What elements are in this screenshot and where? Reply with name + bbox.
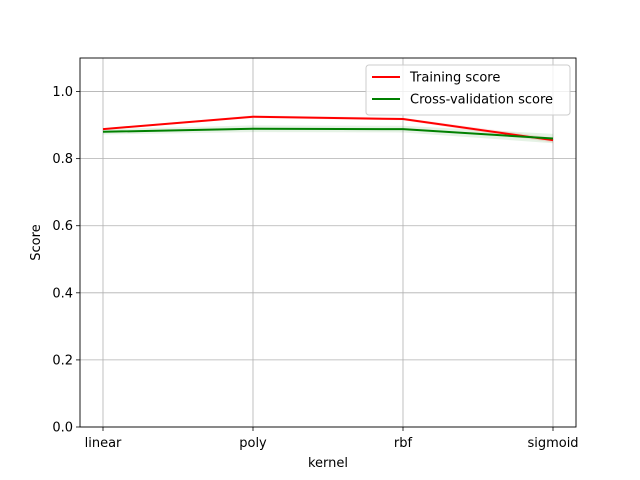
x-tick-label: sigmoid: [527, 436, 578, 451]
line-training: [102, 115, 554, 142]
legend-label-cross-validation: Cross-validation score: [410, 93, 553, 108]
x-tick-label: rbf: [394, 436, 413, 451]
legend: Training score Cross-validation score: [365, 64, 571, 116]
legend-box: [365, 64, 571, 116]
y-tick-label: 0.2: [52, 353, 73, 368]
y-tick-label: 0.4: [52, 286, 73, 301]
y-tick-label: 0.8: [52, 152, 73, 167]
y-axis-label: Score: [29, 224, 44, 260]
x-tick-label: linear: [85, 436, 122, 451]
line-cross-validation: [102, 127, 554, 140]
x-tick-label: poly: [239, 436, 267, 451]
series-lines: [102, 115, 554, 142]
y-tick-label: 0.6: [52, 219, 73, 234]
x-axis-label: kernel: [308, 456, 348, 471]
tick-layer: linear poly rbf sigmoid 0.0 0.2 0.4 0.6 0.8 1.0: [52, 85, 578, 451]
band-training: [103, 115, 553, 143]
legend-label-training: Training score: [409, 71, 500, 86]
plot-frame: [79, 57, 577, 428]
y-tick-label: 1.0: [52, 85, 73, 100]
y-tick-label: 0.0: [52, 421, 73, 436]
